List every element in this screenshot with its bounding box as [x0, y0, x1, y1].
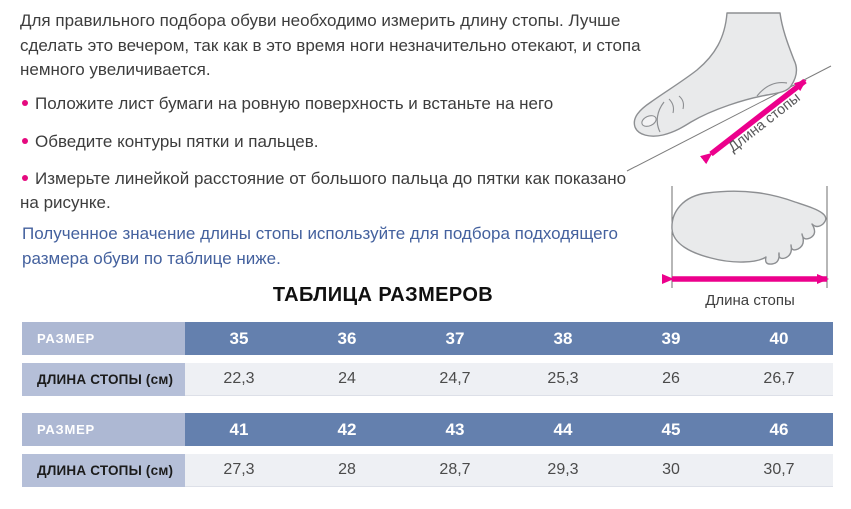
- size-row: РАЗМЕР 41 42 43 44 45 46: [22, 413, 833, 446]
- size-row-label: РАЗМЕР: [22, 413, 185, 446]
- size-header-cell: 40: [725, 322, 833, 355]
- length-value-cell: 30,7: [725, 454, 833, 487]
- size-header-cell: 41: [185, 413, 293, 446]
- bullet-text: Положите лист бумаги на ровную поверхнос…: [35, 94, 554, 113]
- foot-sole-shape: [671, 190, 827, 265]
- size-header-cell: 45: [617, 413, 725, 446]
- length-value-cell: 30: [617, 454, 725, 487]
- length-value-cell: 29,3: [509, 454, 617, 487]
- size-header-cell: 46: [725, 413, 833, 446]
- foot-side-view-illustration: Длина стопы: [626, 12, 832, 172]
- instruction-bullet-2: Обведите контуры пятки и пальцев.: [20, 130, 635, 154]
- length-value-cell: 28: [293, 454, 401, 487]
- toenail: [641, 115, 657, 127]
- foot-side-shape: [633, 12, 798, 137]
- bullet-dot: [22, 175, 28, 182]
- size-header-cell: 37: [401, 322, 509, 355]
- instruction-bullet-3: Измерьте линейкой расстояние от большого…: [20, 167, 635, 215]
- instruction-bullet-1: Положите лист бумаги на ровную поверхнос…: [20, 92, 635, 116]
- size-table-41-46: РАЗМЕР 41 42 43 44 45 46 ДЛИНА СТОПЫ (см) 27,3 28…: [22, 413, 833, 495]
- size-header-cell: 36: [293, 322, 401, 355]
- length-value-cell: 28,7: [401, 454, 509, 487]
- length-value-cell: 22,3: [185, 363, 293, 396]
- length-row: ДЛИНА СТОПЫ (см) 22,3 24 24,7 25,3 26 26,7: [22, 363, 833, 396]
- length-row: ДЛИНА СТОПЫ (см) 27,3 28 28,7 29,3 30 30,7: [22, 454, 833, 487]
- bullet-text: Измерьте линейкой расстояние от большого…: [20, 169, 627, 212]
- toe-crease-2: [678, 95, 685, 110]
- foot-length-arrow: [700, 78, 807, 165]
- big-toe-line: [656, 101, 665, 133]
- length-value-cell: 26,7: [725, 363, 833, 396]
- toe-crease-1: [668, 98, 675, 114]
- size-row: РАЗМЕР 35 36 37 38 39 40: [22, 322, 833, 355]
- heel-contour-line: [756, 81, 788, 97]
- size-row-label: РАЗМЕР: [22, 322, 185, 355]
- size-header-cell: 35: [185, 322, 293, 355]
- note-paragraph: Полученное значение длины стопы использу…: [22, 224, 618, 268]
- length-value-cell: 24,7: [401, 363, 509, 396]
- length-value-cell: 27,3: [185, 454, 293, 487]
- ground-line: [626, 65, 832, 172]
- size-header-cell: 38: [509, 322, 617, 355]
- size-table-title: ТАБЛИЦА РАЗМЕРОВ: [272, 284, 494, 306]
- bullet-dot: [22, 100, 28, 107]
- bullet-text: Обведите контуры пятки и пальцев.: [35, 132, 319, 151]
- length-row-label: ДЛИНА СТОПЫ (см): [22, 454, 185, 487]
- size-header-cell: 42: [293, 413, 401, 446]
- bullet-dot: [22, 138, 28, 145]
- intro-paragraph: Для правильного подбора обуви необходимо…: [20, 11, 641, 79]
- foot-length-label: Длина стопы: [726, 90, 804, 156]
- length-value-cell: 24: [293, 363, 401, 396]
- size-header-cell: 39: [617, 322, 725, 355]
- size-header-cell: 44: [509, 413, 617, 446]
- size-header-cell: 43: [401, 413, 509, 446]
- length-value-cell: 26: [617, 363, 725, 396]
- length-row-label: ДЛИНА СТОПЫ (см): [22, 363, 185, 396]
- length-value-cell: 25,3: [509, 363, 617, 396]
- size-table-35-40: РАЗМЕР 35 36 37 38 39 40 ДЛИНА СТОПЫ (см) 22,3 24…: [22, 322, 833, 404]
